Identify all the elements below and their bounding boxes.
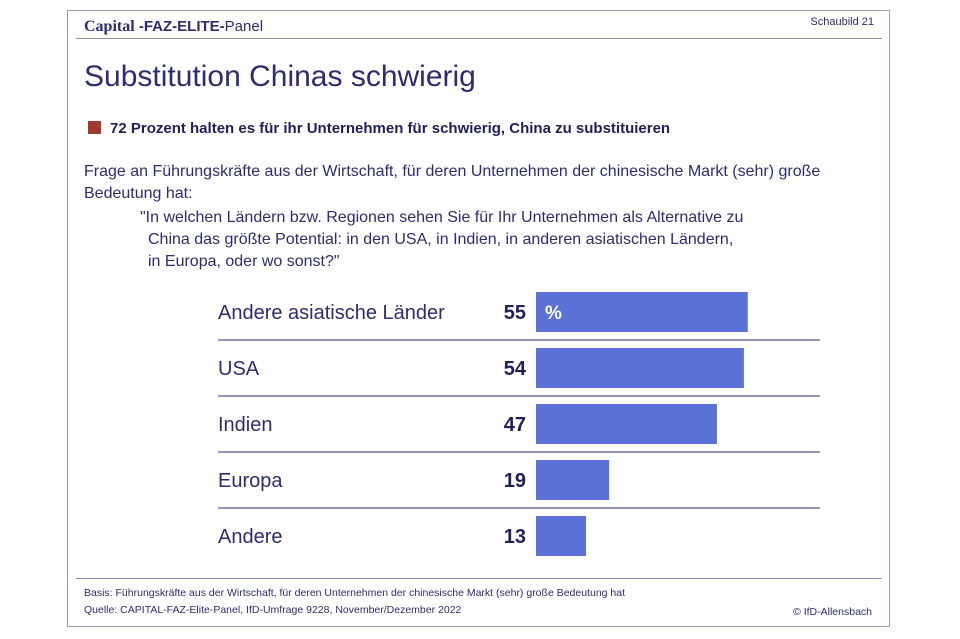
bar (536, 292, 748, 332)
brand-header: Capital -FAZ-ELITE-Panel (84, 18, 263, 36)
bar (536, 516, 587, 556)
footer-source: Quelle: CAPITAL-FAZ-Elite-Panel, IfD-Umf… (84, 604, 462, 616)
bar-chart-rows: Andere asiatische Länder 55 % USA 54 Indien 47… (218, 292, 820, 556)
bar (536, 404, 717, 444)
brand-faz-elite: -FAZ-ELITE- (134, 18, 225, 35)
category-label: Indien (218, 414, 273, 436)
value-label: 54 (504, 358, 527, 380)
copyright: © IfD-Allensbach (793, 606, 872, 618)
chart-title: Substitution Chinas schwierig (84, 60, 476, 93)
value-label: 55 (504, 302, 526, 324)
category-label: Europa (218, 470, 283, 492)
figure-frame (67, 10, 890, 627)
category-label: USA (218, 358, 260, 380)
bar (536, 460, 610, 500)
figure-number: Schaubild 21 (810, 16, 874, 28)
category-label: Andere (218, 526, 283, 548)
unit-label: % (545, 303, 562, 324)
quote-line-3: in Europa, oder wo sonst?" (148, 253, 340, 270)
quote-line-2: China das größte Potential: in den USA, … (148, 231, 734, 248)
header-divider (76, 38, 882, 39)
value-label: 13 (504, 526, 526, 548)
value-label: 19 (504, 470, 526, 492)
bar (536, 348, 744, 388)
key-finding-text: 72 Prozent halten es für ihr Unternehmen… (110, 120, 671, 137)
value-label: 47 (504, 414, 526, 436)
category-label: Andere asiatische Länder (218, 302, 445, 324)
survey-question-intro: Frage an Führungskräfte aus der Wirtscha… (84, 163, 821, 202)
brand-panel: Panel (224, 18, 264, 35)
footer-basis: Basis: Führungskräfte aus der Wirtschaft… (84, 587, 626, 599)
survey-question-quote: "In welchen Ländern bzw. Regionen sehen … (140, 207, 840, 273)
key-finding: 72 Prozent halten es für ihr Unternehmen… (88, 120, 670, 137)
quote-line-1: "In welchen Ländern bzw. Regionen sehen … (140, 209, 744, 226)
brand-capital: Capital (84, 18, 135, 35)
footer-divider (76, 578, 882, 579)
accent-square-icon (88, 121, 101, 134)
